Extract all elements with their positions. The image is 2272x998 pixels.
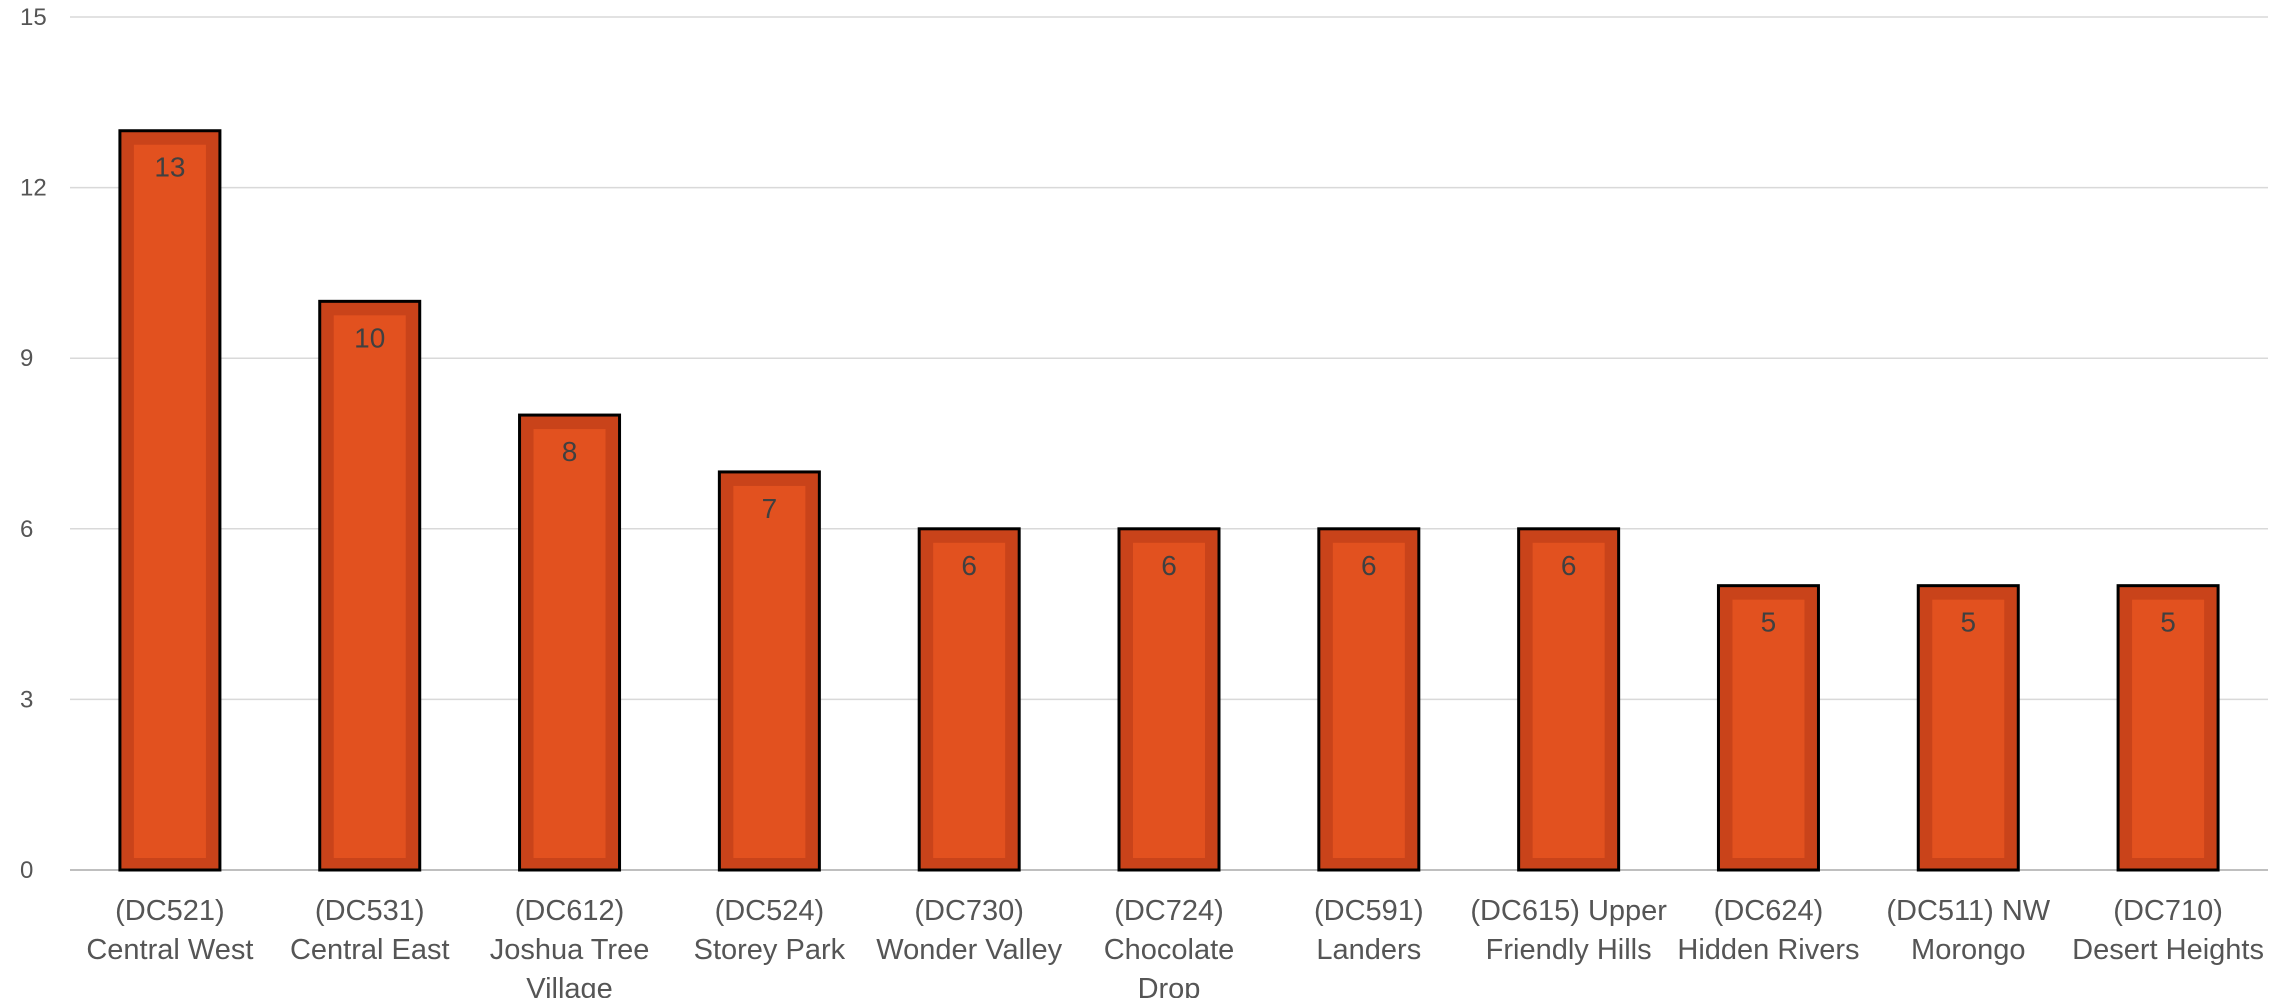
bar: [2116, 584, 2220, 872]
x-category-label-line: Desert Heights: [2072, 934, 2264, 966]
y-tick-label: 15: [20, 4, 47, 31]
y-tick-label: 12: [20, 175, 47, 202]
x-category-label-line: Friendly Hills: [1486, 934, 1652, 966]
bar: [917, 527, 1021, 872]
data-label: 6: [1361, 550, 1377, 581]
x-category-label: (DC612) Joshua Tree Village: [490, 895, 650, 998]
x-category-label: (DC591) Landers: [1314, 895, 1424, 966]
bar-highlight: [1532, 542, 1605, 858]
x-category-label-line: Drop: [1138, 973, 1201, 998]
y-axis-ticks: 0 3 6 9 12 15: [20, 4, 47, 884]
bar-highlight: [933, 542, 1006, 858]
x-category-label-line: Storey Park: [694, 934, 846, 966]
x-category-label-line: Morongo: [1911, 934, 2025, 966]
bars: [118, 129, 2220, 872]
data-label: 6: [1561, 550, 1577, 581]
x-category-label-line: (DC710): [2113, 895, 2223, 927]
x-category-label: (DC730) Wonder Valley: [876, 895, 1062, 966]
x-category-label-line: (DC531): [315, 895, 425, 927]
x-category-label-line: (DC624): [1714, 895, 1824, 927]
x-category-label: (DC521) Central West: [86, 895, 253, 966]
y-tick-label: 0: [20, 857, 33, 884]
bar: [1517, 527, 1621, 872]
bar-highlight: [533, 429, 606, 858]
x-category-label: (DC724) Chocolate Drop: [1104, 895, 1235, 998]
x-category-label-line: Hidden Rivers: [1677, 934, 1859, 966]
data-label: 6: [961, 550, 977, 581]
x-category-label: (DC531) Central East: [290, 895, 450, 966]
x-category-label: (DC511) NW Morongo: [1886, 895, 2050, 966]
bar-highlight: [2132, 599, 2205, 858]
x-category-label: (DC524) Storey Park: [694, 895, 846, 966]
x-category-label-line: (DC524): [715, 895, 825, 927]
y-tick-label: 9: [20, 345, 33, 372]
bar-highlight: [333, 315, 406, 858]
x-category-label-line: (DC615) Upper: [1470, 895, 1667, 927]
data-label: 13: [154, 152, 185, 183]
x-category-label-line: (DC521): [115, 895, 225, 927]
bar: [717, 470, 821, 872]
bar: [1716, 584, 1820, 872]
data-labels: 13 10 8 7 6 6 6 6 5 5 5: [154, 152, 2176, 638]
bar-highlight: [1732, 599, 1805, 858]
x-category-label-line: Chocolate: [1104, 934, 1235, 966]
x-category-label-line: (DC730): [914, 895, 1024, 927]
bar: [1317, 527, 1421, 872]
bar: [318, 299, 422, 872]
x-category-label-line: Central West: [86, 934, 253, 966]
x-category-label: (DC615) Upper Friendly Hills: [1470, 895, 1667, 966]
data-label: 10: [354, 322, 385, 353]
x-category-label-line: Village: [526, 973, 613, 998]
bar: [1916, 584, 2020, 872]
bar: [1117, 527, 1221, 872]
data-label: 7: [762, 493, 778, 524]
x-category-label-line: (DC612): [515, 895, 625, 927]
data-label: 5: [1960, 607, 1976, 638]
data-label: 5: [1761, 607, 1777, 638]
x-axis-categories: (DC521) Central West(DC531) Central East(D…: [86, 895, 2264, 998]
bar-highlight: [1932, 599, 2005, 858]
x-category-label-line: (DC591): [1314, 895, 1424, 927]
x-category-label-line: Joshua Tree: [490, 934, 650, 966]
bar-highlight: [1332, 542, 1405, 858]
y-tick-label: 6: [20, 516, 33, 543]
y-tick-label: 3: [20, 686, 33, 713]
bar-highlight: [133, 144, 206, 858]
bar: [518, 413, 622, 872]
x-category-label-line: Central East: [290, 934, 450, 966]
x-category-label-line: (DC724): [1114, 895, 1224, 927]
data-label: 6: [1161, 550, 1177, 581]
data-label: 8: [562, 436, 578, 467]
x-category-label-line: Landers: [1316, 934, 1421, 966]
data-label: 5: [2160, 607, 2176, 638]
x-category-label-line: (DC511) NW: [1886, 895, 2050, 927]
bar-highlight: [733, 485, 806, 858]
x-category-label: (DC624) Hidden Rivers: [1677, 895, 1859, 966]
bar-highlight: [1133, 542, 1205, 858]
x-category-label-line: Wonder Valley: [876, 934, 1062, 966]
bar: [118, 129, 222, 872]
x-category-label: (DC710) Desert Heights: [2072, 895, 2264, 966]
